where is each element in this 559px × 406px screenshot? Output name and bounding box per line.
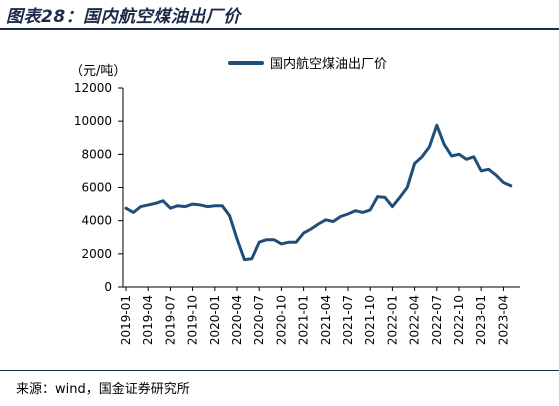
- x-tick-label: 2022-01: [385, 295, 399, 345]
- line-chart: （元/吨） 国内航空煤油出厂价 0 2000 4000 6000 8000 10000 12…: [70, 56, 520, 345]
- series-line-0: [124, 123, 513, 262]
- title-divider: [0, 28, 559, 30]
- x-tick-label: 2021-04: [319, 295, 333, 345]
- x-tick-label: 2021-10: [363, 295, 377, 345]
- figure-title: 图表28：国内航空煤油出厂价: [6, 7, 241, 27]
- series-group: [124, 123, 513, 262]
- x-tick-label: 2022-07: [430, 295, 444, 345]
- legend-label: 国内航空煤油出厂价: [270, 56, 387, 72]
- y-tick-label: 10000: [74, 114, 112, 128]
- y-tick-label: 2000: [81, 247, 112, 261]
- x-tick-label: 2021-01: [297, 295, 311, 345]
- x-tick-label: 2021-07: [341, 295, 355, 345]
- x-tick-label: 2020-10: [274, 295, 288, 345]
- y-tick-label: 6000: [81, 181, 112, 195]
- x-tick-label: 2022-10: [452, 295, 466, 345]
- y-tick-label: 8000: [81, 147, 112, 161]
- x-tick-label: 2020-04: [230, 295, 244, 345]
- y-tick-label: 0: [104, 280, 112, 294]
- x-tick-label: 2023-01: [474, 295, 488, 345]
- y-tick-label: 4000: [81, 214, 112, 228]
- legend: 国内航空煤油出厂价: [228, 56, 387, 72]
- footer-divider: [0, 370, 559, 371]
- y-axis-unit-label: （元/吨）: [70, 64, 126, 79]
- x-axis-ticks: 2019-01 2019-04 2019-07 2019-10 2020-01 2020-…: [119, 287, 510, 345]
- y-axis-ticks: 0 2000 4000 6000 8000 10000 12000: [74, 81, 123, 294]
- x-tick-label: 2019-01: [119, 295, 133, 345]
- x-tick-label: 2019-04: [141, 295, 155, 345]
- x-tick-label: 2023-04: [496, 295, 510, 345]
- x-tick-label: 2020-01: [208, 295, 222, 345]
- y-tick-label: 12000: [74, 81, 112, 95]
- x-tick-label: 2019-10: [186, 295, 200, 345]
- x-tick-label: 2019-07: [163, 295, 177, 345]
- x-tick-label: 2020-07: [252, 295, 266, 345]
- x-tick-label: 2022-04: [408, 295, 422, 345]
- source-note: 来源：wind，国金证券研究所: [16, 382, 190, 397]
